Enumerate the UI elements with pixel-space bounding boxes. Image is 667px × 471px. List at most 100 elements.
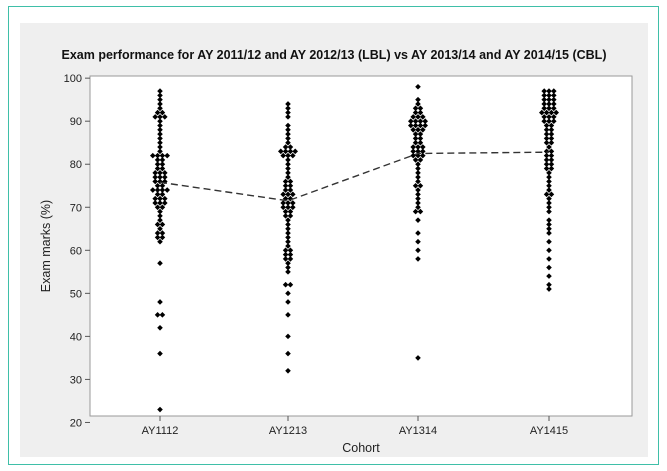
data-point <box>157 114 163 120</box>
data-point <box>285 238 291 245</box>
data-point <box>282 144 289 150</box>
data-point <box>159 187 166 193</box>
data-point <box>548 161 555 168</box>
mean-line <box>159 151 550 202</box>
data-point <box>157 135 163 142</box>
data-point <box>546 174 552 180</box>
data-point <box>285 217 291 223</box>
data-point <box>415 217 421 223</box>
data-point <box>285 333 291 340</box>
data-point <box>154 109 161 116</box>
data-point <box>282 281 289 288</box>
data-point <box>162 200 168 206</box>
x-tick-label: AY1314 <box>399 425 437 437</box>
data-point <box>287 251 294 258</box>
data-point <box>415 355 421 361</box>
data-point <box>415 101 421 107</box>
data-point <box>154 187 161 193</box>
data-point <box>415 174 421 180</box>
data-point <box>154 182 161 189</box>
data-point <box>157 238 163 245</box>
data-point <box>548 135 555 142</box>
data-point <box>546 238 552 245</box>
data-point <box>546 178 552 185</box>
data-point <box>548 109 555 116</box>
data-point <box>280 204 286 211</box>
plot-area <box>89 75 633 417</box>
data-point <box>157 195 163 202</box>
data-point <box>157 131 163 137</box>
data-point <box>159 234 166 241</box>
data-point <box>285 101 291 107</box>
data-point <box>285 122 291 129</box>
data-point <box>417 105 424 112</box>
data-point <box>543 126 550 133</box>
data-point <box>159 109 166 116</box>
data-point <box>282 195 289 202</box>
data-point <box>285 126 291 133</box>
data-point <box>152 174 158 180</box>
data-point <box>285 135 291 142</box>
y-tick-label: 50 <box>70 288 82 300</box>
data-point <box>157 406 163 413</box>
x-tick-label: AY1112 <box>142 425 179 437</box>
data-point <box>546 114 552 120</box>
data-point <box>546 92 552 99</box>
data-point <box>287 144 294 150</box>
data-point <box>285 139 291 146</box>
data-point <box>417 208 424 215</box>
data-point <box>157 217 163 223</box>
data-point <box>417 109 424 116</box>
data-point <box>546 105 552 112</box>
data-point <box>420 152 426 159</box>
data-point <box>546 225 552 232</box>
data-point <box>408 122 414 129</box>
data-point <box>159 182 166 189</box>
data-point <box>415 247 421 254</box>
data-point <box>546 187 552 193</box>
data-point <box>422 118 428 124</box>
data-point <box>546 118 552 124</box>
data-point <box>285 260 291 267</box>
data-point <box>157 118 163 124</box>
data-point <box>412 157 419 163</box>
data-point <box>543 135 550 142</box>
data-point <box>541 118 547 124</box>
data-point <box>154 191 161 198</box>
data-point <box>154 230 161 236</box>
data-point <box>157 174 163 180</box>
data-point <box>159 312 166 318</box>
data-point <box>546 208 552 215</box>
data-point <box>551 114 557 120</box>
data-point <box>548 165 555 172</box>
data-point <box>282 208 289 215</box>
data-point <box>152 200 158 206</box>
data-point <box>285 243 291 249</box>
data-point <box>287 281 294 288</box>
data-point <box>164 152 170 159</box>
y-tick-label: 70 <box>70 202 82 214</box>
data-point <box>417 182 424 189</box>
data-point <box>159 230 166 236</box>
data-point <box>551 88 557 94</box>
data-point <box>154 157 161 163</box>
data-point <box>420 144 426 150</box>
data-point <box>541 88 547 94</box>
data-point <box>548 157 555 163</box>
data-point <box>157 105 163 112</box>
data-point <box>543 122 550 129</box>
data-point <box>159 161 166 168</box>
data-point <box>548 148 555 155</box>
data-point <box>285 290 291 297</box>
data-point <box>154 221 161 228</box>
data-point <box>282 148 289 155</box>
data-point <box>157 139 163 146</box>
data-point <box>415 83 421 90</box>
data-point <box>159 152 166 159</box>
data-point <box>282 187 289 193</box>
data-point <box>543 165 550 172</box>
data-point <box>551 101 557 107</box>
data-point <box>417 122 424 129</box>
data-point <box>157 213 163 219</box>
